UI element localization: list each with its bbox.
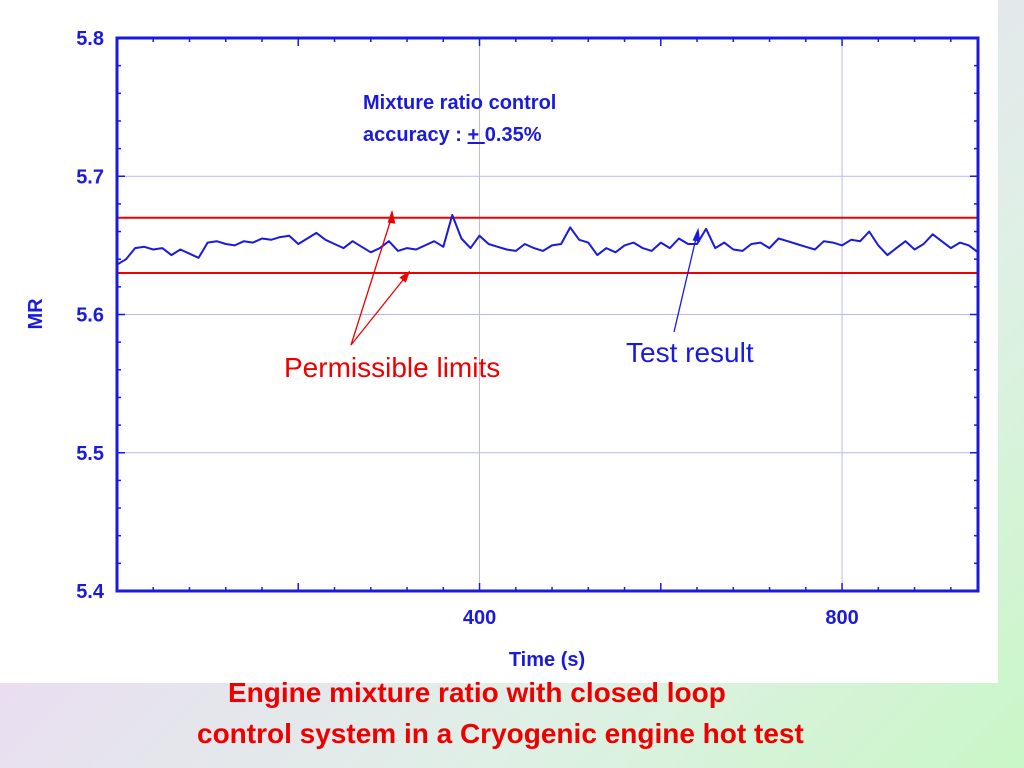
limit-arrow-upper: [350, 215, 393, 346]
grid-lines: [117, 37, 978, 592]
chart: 5.4 5.5 5.6 5.7 5.8 400 800 Time (s) MR Mixtur…: [25, 28, 980, 671]
limit-arrowhead-lower: [399, 270, 411, 283]
test-result-arrowhead: [692, 227, 701, 242]
permissible-limits-label: Permissible limits: [284, 352, 500, 383]
y-tick-label: 5.5: [76, 443, 104, 465]
series-line-test-result: [116, 214, 979, 266]
y-tick-label: 5.4: [76, 581, 105, 603]
y-axis-title: MR: [25, 298, 47, 330]
test-result-arrow-line: [673, 233, 698, 333]
axis-ticks: 5.4 5.5 5.6 5.7 5.8 400 800: [76, 28, 978, 629]
accuracy-label-line2: accuracy : + 0.35%: [363, 124, 542, 146]
series-layer: [116, 214, 979, 266]
accuracy-prefix: accuracy :: [363, 124, 468, 146]
x-tick-label: 800: [825, 607, 858, 629]
caption-line-2: control system in a Cryogenic engine hot…: [197, 718, 804, 749]
test-result-label: Test result: [626, 337, 754, 368]
y-tick-label: 5.7: [76, 166, 104, 188]
y-tick-label: 5.6: [76, 305, 104, 327]
accuracy-value: 0.35%: [485, 124, 542, 146]
x-axis-title: Time (s): [509, 649, 585, 671]
permissible-limits-arrows: [350, 209, 411, 346]
x-tick-label: 400: [463, 607, 496, 629]
accuracy-label-line1: Mixture ratio control: [363, 92, 556, 114]
test-result-arrow: [673, 227, 701, 333]
accuracy-plus-minus-symbol: +: [468, 124, 485, 146]
permissible-limit-lines: [117, 216, 978, 275]
y-tick-label: 5.8: [76, 28, 104, 50]
limit-arrow-lower: [350, 274, 408, 346]
caption-line-1: Engine mixture ratio with closed loop: [228, 677, 726, 708]
slide-panel: [0, 0, 998, 683]
limit-arrowhead-upper: [387, 209, 396, 224]
